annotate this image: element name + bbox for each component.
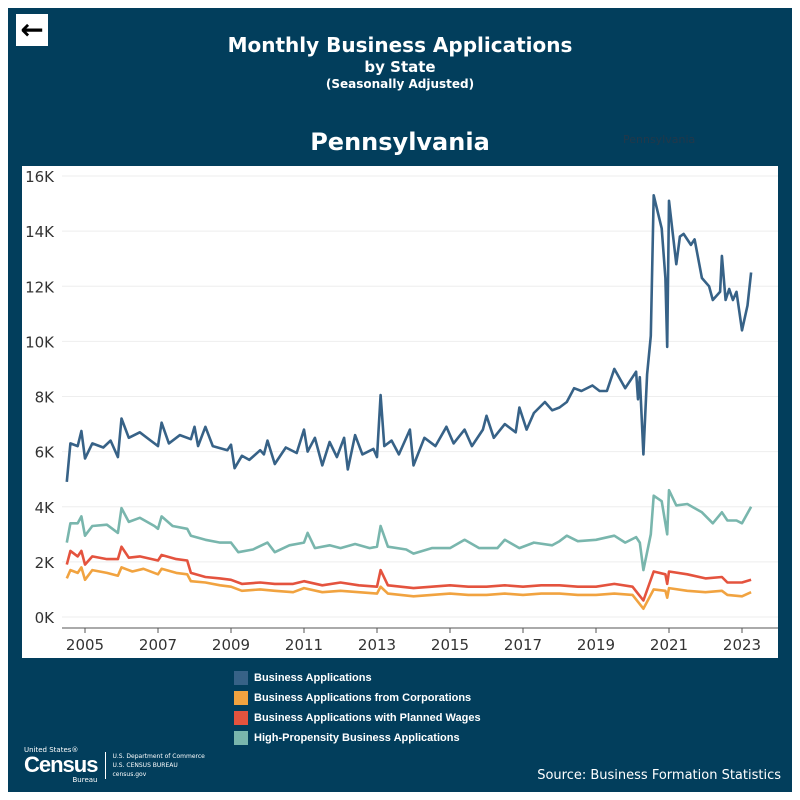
logo-sub: Bureau — [72, 776, 98, 784]
page-title: Monthly Business Applications — [227, 33, 573, 57]
page-note: (Seasonally Adjusted) — [325, 77, 475, 91]
line-chart: 0K 2K 4K 6K 8K 10K 12K 14K 16K 2005 2007 2009 2011 20… — [22, 166, 778, 658]
dept-text: U.S. Department of Commerce — [112, 752, 205, 760]
y-tick-label: 6K — [35, 444, 56, 462]
x-tick-label: 2009 — [212, 636, 250, 654]
state-title: Pennsylvania — [310, 128, 490, 156]
series-line-high-propensity-business-applications — [65, 488, 753, 572]
x-tick-label: 2017 — [504, 636, 542, 654]
page-subtitle: by State — [364, 58, 436, 76]
series-line-business-applications-from-corporations — [65, 566, 752, 610]
bureau-text: U.S. CENSUS BUREAU — [112, 761, 178, 769]
legend-swatch — [234, 731, 248, 745]
y-tick-label: 8K — [35, 389, 56, 407]
legend-swatch — [234, 671, 248, 685]
state-dropdown[interactable]: Pennsylvania — [623, 133, 696, 146]
x-tick-label: 2007 — [139, 636, 177, 654]
legend-item[interactable]: High-Propensity Business Applications — [234, 728, 481, 748]
legend: Business Applications Business Applicatio… — [234, 668, 481, 748]
y-tick-label: 0K — [35, 609, 56, 627]
legend-label: Business Applications with Planned Wages — [254, 712, 481, 724]
y-tick-label: 10K — [25, 333, 55, 351]
y-tick-label: 4K — [35, 499, 56, 517]
y-tick-label: 14K — [25, 223, 55, 241]
arrow-left-icon[interactable]: ← — [16, 14, 48, 46]
legend-label: High-Propensity Business Applications — [254, 732, 460, 744]
logo-top: United States® — [24, 746, 79, 754]
legend-label: Business Applications — [254, 672, 372, 684]
y-tick-label: 12K — [25, 278, 55, 296]
x-tick-label: 2011 — [285, 636, 323, 654]
logo-main: Census — [24, 752, 98, 777]
legend-item[interactable]: Business Applications from Corporations — [234, 688, 481, 708]
legend-item[interactable]: Business Applications — [234, 668, 481, 688]
legend-label: Business Applications from Corporations — [254, 692, 472, 704]
x-tick-label: 2019 — [577, 636, 615, 654]
site-text: census.gov — [112, 770, 147, 778]
series-line-business-applications — [65, 194, 753, 483]
x-tick-label: 2021 — [650, 636, 688, 654]
legend-swatch — [234, 711, 248, 725]
y-tick-label: 16K — [25, 168, 55, 186]
x-tick-label: 2005 — [66, 636, 104, 654]
x-tick-label: 2023 — [723, 636, 761, 654]
series-line-business-applications-with-planned-wages — [65, 545, 752, 602]
source-text: Source: Business Formation Statistics — [537, 768, 781, 783]
legend-item[interactable]: Business Applications with Planned Wages — [234, 708, 481, 728]
x-tick-label: 2015 — [431, 636, 469, 654]
legend-swatch — [234, 691, 248, 705]
y-tick-label: 2K — [35, 554, 56, 572]
x-tick-label: 2013 — [358, 636, 396, 654]
census-logo[interactable]: United States® Census Bureau U.S. Depart… — [24, 746, 205, 784]
